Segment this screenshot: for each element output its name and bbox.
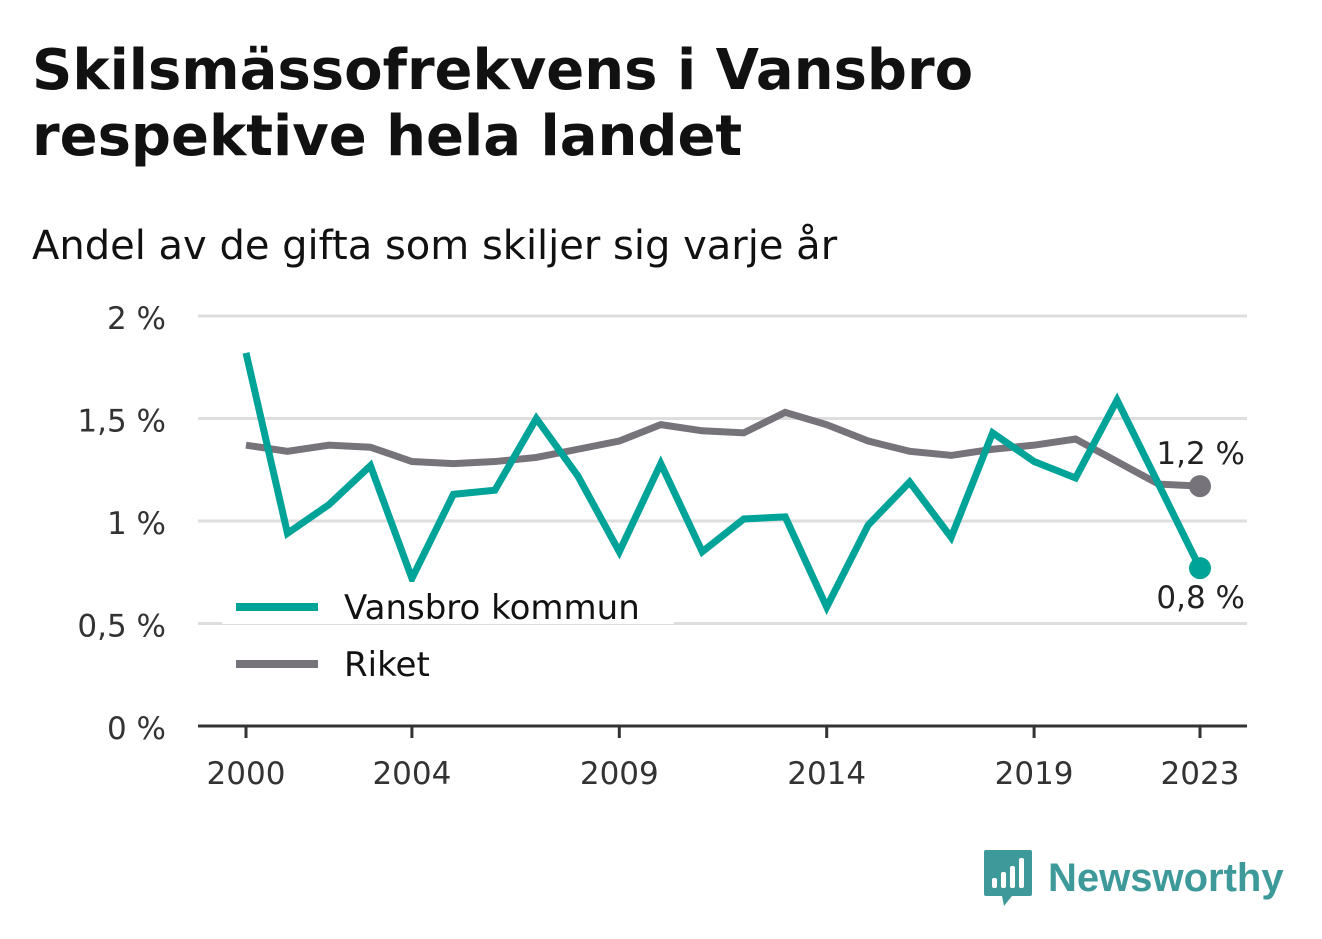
y-tick-label: 1 % xyxy=(107,506,166,542)
bar-chart-icon xyxy=(984,850,1032,906)
end-point xyxy=(1189,475,1211,498)
x-tick-label: 2023 xyxy=(1161,756,1240,792)
x-tick-label: 2009 xyxy=(580,756,659,792)
y-tick-label: 0,5 % xyxy=(77,609,166,645)
legend: Vansbro kommun Riket xyxy=(222,582,674,685)
x-tick-label: 2019 xyxy=(995,756,1074,792)
legend-label: Vansbro kommun xyxy=(344,588,640,628)
chart-subtitle: Andel av de gifta som skiljer sig varje … xyxy=(32,223,838,269)
x-tick-label: 2000 xyxy=(207,756,286,792)
x-axis-ticks: 2000 2004 2009 2014 2019 2023 xyxy=(207,726,1240,792)
legend-label: Riket xyxy=(344,645,430,685)
y-tick-label: 2 % xyxy=(107,301,166,337)
series-line-vansbro xyxy=(242,352,1204,616)
end-point xyxy=(1189,557,1211,580)
series-lines xyxy=(242,352,1204,616)
series-line-riket xyxy=(245,408,1201,490)
end-value-label: 1,2 % xyxy=(1156,436,1245,472)
end-labels: 0,8 % 1,2 % xyxy=(1156,436,1245,616)
x-tick-label: 2004 xyxy=(372,756,451,792)
y-tick-label: 1,5 % xyxy=(77,404,166,440)
chart-title: Skilsmässofrekvens i Vansbro respektive … xyxy=(32,38,974,169)
newsworthy-logo: Newsworthy xyxy=(982,848,1284,908)
brand-name: Newsworthy xyxy=(1048,855,1284,900)
end-value-label: 0,8 % xyxy=(1156,580,1245,616)
y-tick-label: 0 % xyxy=(107,711,166,747)
y-axis-ticks: 0 % 0,5 % 1 % 1,5 % 2 % xyxy=(77,301,166,747)
x-tick-label: 2014 xyxy=(787,756,866,792)
gridlines xyxy=(198,314,1247,728)
